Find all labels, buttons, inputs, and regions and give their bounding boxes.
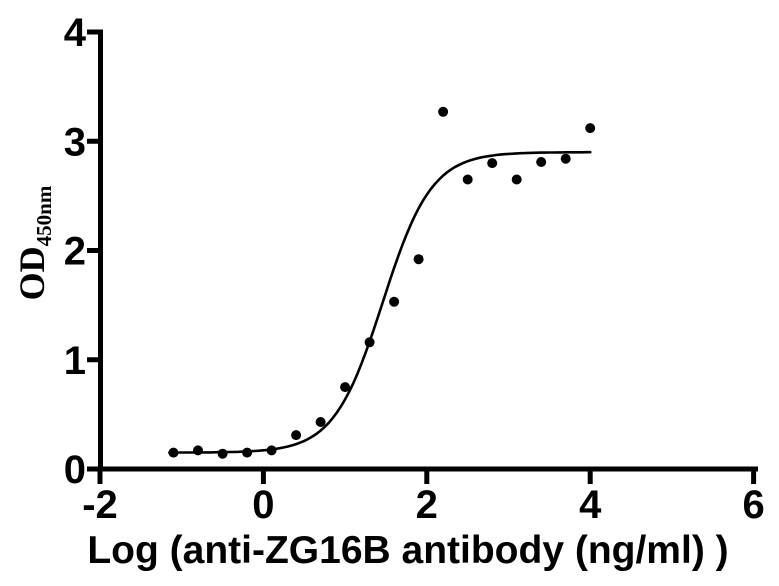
data-point: [438, 106, 449, 117]
x-tick-label: 2: [416, 483, 438, 527]
y-tick-label: 3: [64, 120, 86, 164]
data-point: [266, 445, 277, 456]
data-point: [560, 153, 571, 164]
fit-curve-layer: [168, 150, 592, 454]
y-axis-label: OD450nm: [12, 185, 56, 300]
data-point: [462, 174, 473, 185]
x-tick-label: 0: [252, 483, 274, 527]
data-point: [511, 174, 522, 185]
y-tick-label: 1: [64, 339, 86, 383]
y-axis-label-main: OD: [12, 246, 52, 300]
y-tick-label: 0: [64, 448, 86, 492]
x-tick-label: 4: [579, 483, 602, 527]
data-point: [389, 296, 400, 307]
x-tick-label: 6: [742, 483, 764, 527]
data-point: [315, 417, 326, 427]
data-point: [364, 337, 375, 348]
data-point: [242, 447, 253, 458]
x-tick-label: -2: [82, 483, 118, 527]
data-point: [413, 254, 424, 265]
data-point: [536, 157, 547, 167]
data-point: [487, 158, 498, 169]
data-point: [340, 382, 351, 393]
fit-curve: [168, 150, 592, 454]
data-point: [168, 447, 179, 458]
y-tick-label: 4: [64, 11, 87, 55]
y-axis-label-subscript: 450nm: [32, 185, 56, 246]
x-axis-label: Log (anti-ZG16B antibody (ng/ml) ): [87, 529, 728, 572]
data-points-layer: [168, 106, 596, 459]
data-point: [291, 430, 302, 441]
data-point: [193, 445, 203, 456]
data-point: [585, 123, 596, 134]
data-point: [217, 448, 228, 459]
y-tick-label: 2: [64, 230, 86, 274]
axes-layer: [87, 29, 758, 484]
